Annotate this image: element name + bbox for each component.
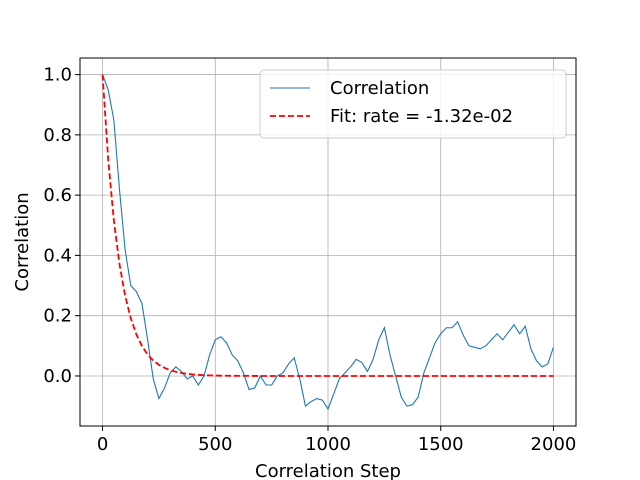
y-tick-label: 0.4 bbox=[43, 245, 72, 266]
legend-box bbox=[259, 69, 567, 139]
y-tick-label: 0.8 bbox=[43, 125, 72, 146]
x-tick-label: 2000 bbox=[531, 434, 577, 455]
data-line bbox=[102, 74, 554, 411]
y-tick-label: 1.0 bbox=[43, 65, 72, 86]
y-tick-label: 0.0 bbox=[43, 366, 72, 387]
y-tick-label: 0.6 bbox=[43, 185, 72, 206]
legend-label: Fit: rate = -1.32e-02 bbox=[330, 106, 513, 127]
x-tick-label: 500 bbox=[198, 434, 232, 455]
x-tick-label: 1500 bbox=[418, 434, 464, 455]
data-line bbox=[101, 74, 554, 377]
plot-frame bbox=[79, 57, 577, 427]
x-axis-label: Correlation Step bbox=[255, 461, 401, 480]
y-tick-label: 0.2 bbox=[43, 306, 72, 327]
x-tick-label: 0 bbox=[97, 434, 108, 455]
x-tick-label: 1000 bbox=[305, 434, 351, 455]
legend-label: Correlation bbox=[330, 78, 429, 99]
y-axis-label: Correlation bbox=[12, 192, 33, 291]
